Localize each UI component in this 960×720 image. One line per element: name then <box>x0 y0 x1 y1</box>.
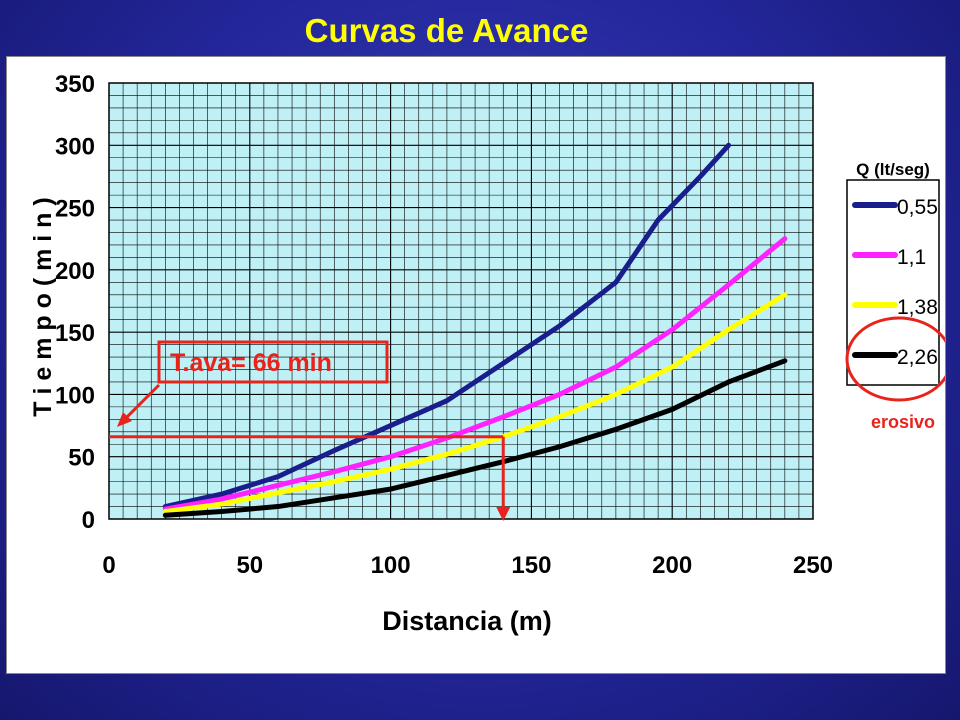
y-axis-label: T i e m p o ( m i n ) <box>29 197 57 416</box>
annotation-pointer-line <box>123 383 161 421</box>
slide-title: Curvas de Avance <box>304 12 589 49</box>
series-layer <box>162 142 788 518</box>
y-tick-label: 0 <box>82 507 95 534</box>
series-line-2-26 <box>162 358 788 518</box>
series-line-1-1 <box>162 236 788 512</box>
y-tick-label: 50 <box>68 445 95 472</box>
annotation-box <box>157 340 389 384</box>
annotation-down-arrowhead <box>496 507 511 521</box>
legend-label: 1,38 <box>897 296 938 319</box>
series-line-0-55 <box>162 142 732 510</box>
legend-items: 0,55 1,1 1,38 2,26 <box>852 196 938 369</box>
y-tick-label: 150 <box>55 320 95 347</box>
legend-label: 1,1 <box>897 246 926 269</box>
x-tick-label: 250 <box>793 552 833 579</box>
erosive-label: erosivo <box>871 412 935 432</box>
x-tick-label: 150 <box>511 552 551 579</box>
erosive-highlight-circle <box>845 316 945 402</box>
series-line-1-38 <box>162 292 788 515</box>
y-tick-label: 350 <box>55 71 95 98</box>
annotation-layer: T.ava= 66 min <box>109 340 511 521</box>
y-tick-label: 200 <box>55 258 95 285</box>
x-tick-label: 50 <box>236 552 263 579</box>
x-tick-label: 0 <box>102 552 115 579</box>
y-tick-label: 100 <box>55 382 95 409</box>
legend-label: 0,55 <box>897 196 938 219</box>
legend-label: 2,26 <box>897 346 938 369</box>
advance-curves-chart: 0 50 100 150 200 250 0 50 100 150 200 250 300 350 T.… <box>29 71 945 636</box>
y-tick-label: 300 <box>55 133 95 160</box>
annotation-label: T.ava= 66 min <box>170 349 332 377</box>
legend-box <box>846 179 940 386</box>
x-tick-label: 200 <box>652 552 692 579</box>
x-tick-labels: 0 50 100 150 200 250 <box>102 552 833 579</box>
legend-title: Q (lt/seg) <box>856 160 930 179</box>
legend: Q (lt/seg) 0,55 1,1 1,38 2,26 erosivo <box>845 160 945 432</box>
x-tick-label: 100 <box>371 552 411 579</box>
y-tick-label: 250 <box>55 196 95 223</box>
y-tick-labels: 0 50 100 150 200 250 300 350 <box>55 71 95 534</box>
chart-panel: 0 50 100 150 200 250 0 50 100 150 200 250 300 350 T.… <box>6 56 946 674</box>
x-axis-label: Distancia (m) <box>382 606 552 636</box>
annotation-pointer-arrowhead <box>117 412 132 427</box>
